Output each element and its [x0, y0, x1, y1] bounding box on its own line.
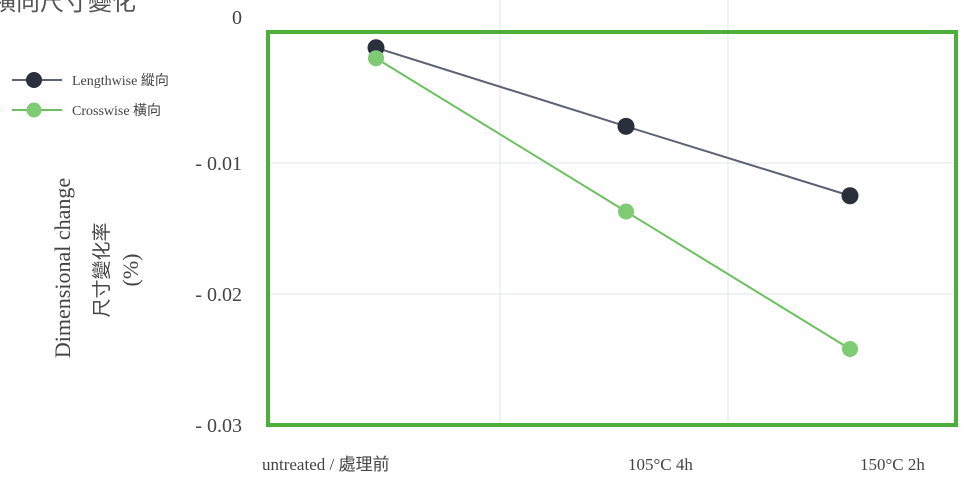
data-point-crosswise [618, 203, 634, 220]
data-point-crosswise [842, 341, 858, 358]
y-axis-label-unit: (%) [118, 254, 143, 287]
y-axis-ticks: 0 - 0.01 - 0.02 - 0.03 [195, 7, 242, 437]
x-category-label: 150°C 2h [860, 455, 925, 474]
y-axis-label: Dimensional change 尺寸變化率 (%) [50, 178, 143, 358]
legend-marker-lengthwise [26, 72, 42, 88]
series-line-crosswise [375, 57, 851, 350]
y-tick-label: - 0.01 [195, 153, 242, 175]
series-line-lengthwise [375, 46, 851, 197]
y-tick-label: 0 [232, 7, 242, 29]
chart-title-fragment: 横向尺寸變化 [0, 0, 136, 16]
y-axis-label-cjk: 尺寸變化率 [91, 222, 113, 317]
data-point-lengthwise [841, 187, 859, 205]
legend-label-crosswise: Crosswise 橫向 [72, 103, 161, 119]
legend: Lengthwise 縱向 Crosswise 橫向 [12, 72, 169, 119]
data-point-lengthwise [617, 117, 635, 135]
y-tick-label: - 0.03 [195, 415, 242, 437]
data-point-crosswise [368, 50, 384, 67]
legend-label-lengthwise: Lengthwise 縱向 [72, 73, 169, 89]
plot-frame [266, 30, 958, 427]
series [367, 39, 859, 358]
x-axis-categories: untreated / 處理前 105°C 4h 150°C 2h [262, 455, 925, 474]
y-axis-label-en: Dimensional change [50, 178, 75, 358]
y-tick-label: - 0.02 [195, 284, 242, 306]
legend-marker-crosswise [26, 102, 42, 118]
x-category-label: untreated / 處理前 [262, 455, 389, 474]
x-category-label: 105°C 4h [628, 455, 693, 474]
